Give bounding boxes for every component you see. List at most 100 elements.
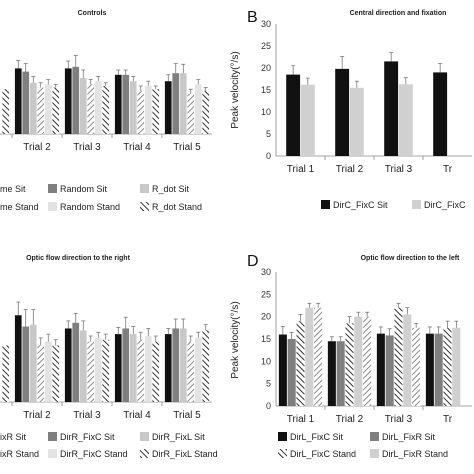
bar bbox=[45, 342, 52, 402]
legend-swatch bbox=[140, 432, 149, 441]
y-axis-label: Peak velocity(°/s) bbox=[230, 51, 241, 128]
legend-label: ixR Sit bbox=[0, 432, 27, 442]
panel-letter: B bbox=[247, 9, 258, 26]
legend-label: DirL_FixC Stand bbox=[290, 449, 356, 459]
legend-label: DirR_FixL Sit bbox=[152, 432, 205, 442]
legend-swatch bbox=[321, 200, 330, 209]
bar bbox=[335, 69, 349, 156]
legend-swatch bbox=[140, 449, 149, 458]
bar bbox=[52, 345, 59, 402]
bar bbox=[95, 338, 102, 402]
chart-panel-1: Controls Trial 2 Trial 3 Trial 4 Trial 5 me S… bbox=[0, 10, 212, 212]
legend-label: ixR Stand bbox=[0, 449, 39, 459]
bar bbox=[403, 314, 411, 406]
bar bbox=[102, 340, 109, 402]
y-tick-label: 15 bbox=[261, 334, 271, 344]
legend-swatch bbox=[48, 449, 57, 458]
bar bbox=[187, 94, 194, 134]
bar bbox=[115, 334, 122, 402]
legend-label: Random Stand bbox=[60, 202, 120, 212]
x-tick-label: Trial 2 bbox=[336, 164, 364, 175]
legend: me Sit Random Sit R_dot Sit me Stand Random … bbox=[0, 184, 202, 212]
legend-label: Random Sit bbox=[60, 184, 108, 194]
bar bbox=[145, 336, 152, 402]
legend-swatch bbox=[48, 432, 57, 441]
bar bbox=[195, 338, 202, 402]
bar bbox=[301, 85, 315, 156]
bar bbox=[187, 342, 194, 402]
bar bbox=[279, 335, 287, 406]
legend-label: R_dot Sit bbox=[152, 184, 190, 194]
y-tick-label: 30 bbox=[261, 267, 271, 277]
bar bbox=[22, 327, 29, 402]
x-tick-label: Tr bbox=[443, 164, 453, 175]
y-tick-label: 0 bbox=[266, 151, 271, 161]
legend-swatch bbox=[370, 449, 379, 458]
legend-swatch bbox=[48, 202, 57, 211]
y-tick-label: 10 bbox=[261, 356, 271, 366]
y-tick-label: 15 bbox=[261, 85, 271, 95]
legend-label: DirR_FixC Sit bbox=[60, 432, 115, 442]
legend-label: R_dot Stand bbox=[152, 202, 202, 212]
y-tick-label: 20 bbox=[261, 312, 271, 322]
bar bbox=[443, 328, 451, 406]
legend-label: DirC_FixC bbox=[424, 200, 466, 210]
bar bbox=[80, 78, 87, 134]
bar bbox=[137, 340, 144, 402]
y-tick-label: 5 bbox=[266, 129, 271, 139]
bar bbox=[165, 81, 172, 134]
bar bbox=[172, 73, 179, 134]
legend-label: DirR_FixC Stand bbox=[60, 449, 128, 459]
bar bbox=[452, 328, 460, 406]
bar bbox=[328, 341, 336, 406]
bar bbox=[286, 75, 300, 156]
bar bbox=[412, 328, 420, 406]
bar bbox=[2, 345, 9, 402]
bar bbox=[37, 345, 44, 402]
panel-letter: D bbox=[247, 253, 259, 270]
legend: DirL_FixC Sit DirL_FixR Sit DirL_FixC Stan… bbox=[278, 432, 448, 459]
bar bbox=[305, 308, 313, 406]
bar bbox=[165, 334, 172, 402]
x-tick-label: Tr bbox=[443, 414, 453, 425]
bar bbox=[433, 72, 447, 156]
x-tick-label: Trial 2 bbox=[23, 410, 51, 421]
x-tick-label: Trial 3 bbox=[73, 410, 101, 421]
bar bbox=[122, 75, 129, 134]
bar bbox=[426, 334, 434, 406]
bar bbox=[350, 88, 364, 156]
legend-swatch bbox=[48, 184, 57, 193]
y-tick-label: 25 bbox=[261, 41, 271, 51]
bar bbox=[72, 67, 79, 134]
bar bbox=[45, 84, 52, 134]
y-tick-label: 0 bbox=[266, 401, 271, 411]
bar bbox=[180, 73, 187, 134]
bar bbox=[65, 328, 72, 402]
legend-label: me Sit bbox=[0, 184, 26, 194]
x-tick-label: Trial 2 bbox=[336, 414, 364, 425]
chart-title: Controls bbox=[78, 10, 107, 17]
bar bbox=[30, 325, 37, 402]
y-tick-label: 10 bbox=[261, 107, 271, 117]
chart-title: Optic flow direction to the right bbox=[26, 255, 130, 262]
chart-panel-2: Central direction and fixation B 0 5 10 15 20 2… bbox=[230, 9, 472, 210]
legend-label: DirL_FixR Stand bbox=[382, 449, 448, 459]
bar bbox=[87, 342, 94, 402]
bar bbox=[363, 317, 371, 406]
legend-label: DirC_FixC Sit bbox=[333, 200, 388, 210]
bar bbox=[202, 91, 209, 134]
bar bbox=[102, 86, 109, 134]
bar bbox=[314, 308, 322, 406]
y-tick-label: 30 bbox=[261, 19, 271, 29]
bar bbox=[37, 88, 44, 134]
bar bbox=[15, 68, 22, 134]
bar bbox=[65, 68, 72, 134]
bar bbox=[377, 334, 385, 406]
x-tick-label: Trial 1 bbox=[287, 414, 315, 425]
y-axis-label: Peak velocity(°/s) bbox=[230, 301, 241, 378]
bar bbox=[15, 315, 22, 402]
bar bbox=[115, 75, 122, 134]
x-tick-label: Trial 5 bbox=[173, 410, 201, 421]
x-tick-label: Trial 2 bbox=[23, 142, 51, 153]
